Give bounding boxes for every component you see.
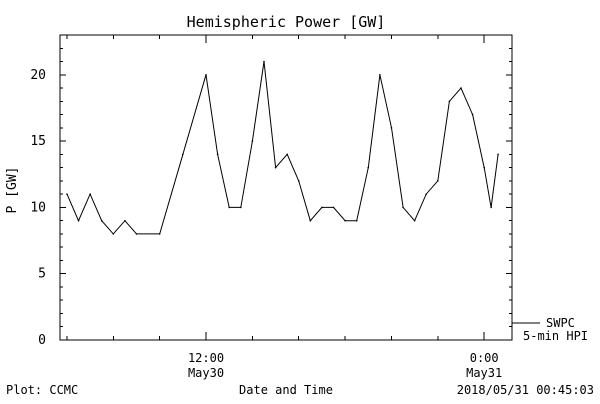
data-point — [274, 166, 277, 169]
y-tick-label: 20 — [30, 68, 46, 83]
data-point — [158, 233, 161, 235]
data-point — [182, 153, 184, 156]
y-axis-ticks: 0 5 10 15 20 — [30, 34, 512, 348]
y-tick-label: 5 — [38, 267, 46, 282]
series-layer — [66, 60, 499, 235]
x-tick-label-time: 12:00 — [188, 351, 224, 365]
data-point — [355, 219, 358, 222]
data-point — [490, 206, 492, 209]
data-point — [216, 153, 219, 156]
data-point — [205, 73, 207, 76]
y-tick-label: 15 — [30, 134, 46, 149]
data-point — [497, 153, 499, 156]
data-point — [112, 233, 115, 235]
data-point — [286, 153, 288, 156]
data-point — [344, 219, 346, 222]
x-axis-ticks: 12:00May280:00May2912:00May290:00May3012… — [66, 35, 502, 380]
data-point — [390, 127, 393, 129]
x-tick-label-date: May31 — [466, 366, 502, 380]
data-point — [77, 219, 80, 222]
series-line-0 — [66, 61, 499, 235]
data-point — [228, 206, 231, 209]
data-point — [402, 206, 404, 209]
data-point — [251, 140, 254, 142]
data-point — [100, 219, 103, 222]
data-point — [483, 166, 485, 169]
data-point — [332, 206, 335, 209]
data-point — [437, 180, 439, 182]
chart-title: Hemispheric Power [GW] — [187, 13, 386, 31]
x-tick-label-date: May30 — [188, 366, 224, 380]
y-axis-label: P [GW] — [5, 167, 20, 214]
data-point — [448, 100, 451, 103]
data-point — [460, 87, 462, 89]
legend-label-swpc: SWPC — [546, 316, 575, 330]
data-point — [321, 206, 323, 209]
plot-frame — [59, 34, 513, 341]
data-point — [471, 113, 474, 116]
x-tick-label-time: 0:00 — [470, 351, 499, 365]
data-point — [263, 60, 265, 63]
legend-label-hpi: 5-min HPI — [523, 329, 588, 343]
y-tick-label: 10 — [30, 200, 46, 215]
y-tick-label: 0 — [38, 333, 46, 348]
data-point — [135, 233, 138, 235]
data-point — [309, 219, 312, 222]
data-point — [379, 73, 381, 76]
data-point — [367, 166, 370, 169]
plot-timestamp: 2018/05/31 00:45:03 — [457, 383, 594, 397]
data-point — [413, 219, 416, 222]
data-point — [124, 219, 126, 222]
data-point — [240, 206, 242, 209]
plot-credit: Plot: CCMC — [6, 383, 78, 397]
x-axis-label: Date and Time — [239, 383, 333, 397]
data-point — [297, 180, 300, 182]
data-point — [89, 193, 91, 195]
data-point — [66, 193, 68, 195]
data-point — [425, 193, 428, 195]
legend: SWPC 5-min HPI — [512, 316, 588, 343]
